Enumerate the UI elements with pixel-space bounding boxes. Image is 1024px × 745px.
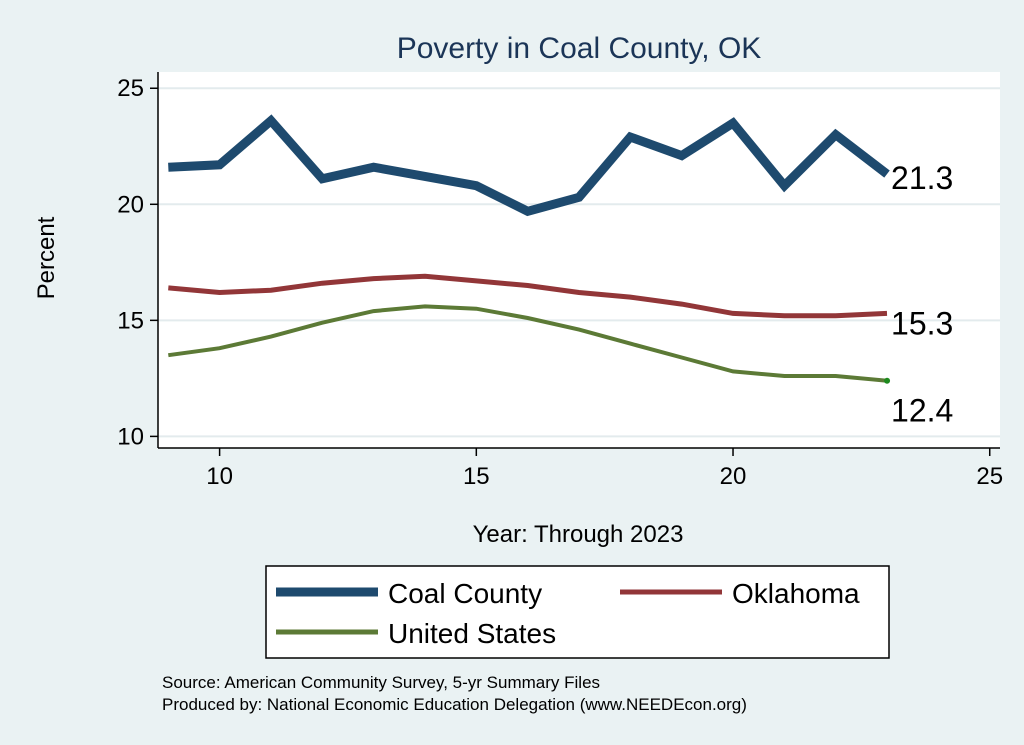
series-line-coal-county xyxy=(168,114,890,217)
legend-label-oklahoma: Oklahoma xyxy=(732,578,860,609)
produced-by-note: Produced by: National Economic Education… xyxy=(162,695,747,714)
series-line-united-states xyxy=(168,304,888,383)
y-axis-title: Percent xyxy=(33,216,60,299)
end-label-oklahoma: 15.3 xyxy=(891,305,953,341)
end-label-united-states: 12.4 xyxy=(891,393,953,429)
legend-label-united-states: United States xyxy=(388,618,556,649)
x-axis-title: Year: Through 2023 xyxy=(473,521,684,548)
legend-label-coal-county: Coal County xyxy=(388,578,542,609)
x-tick-label-15: 15 xyxy=(463,463,490,490)
series-end-marker-united-states xyxy=(884,377,891,384)
y-tick-label-25: 25 xyxy=(117,75,144,102)
legend: Coal County Oklahoma United States xyxy=(265,565,890,659)
y-tick-label-20: 20 xyxy=(117,191,144,218)
y-tick-label-10: 10 xyxy=(117,423,144,450)
plot-area xyxy=(158,72,1000,448)
end-label-coal-county: 21.3 xyxy=(891,160,953,196)
source-note: Source: American Community Survey, 5-yr … xyxy=(162,673,600,692)
series-layer xyxy=(168,114,891,384)
legend-box xyxy=(265,565,890,659)
end-labels: 21.3 15.3 12.4 xyxy=(891,160,953,429)
axes xyxy=(157,72,1000,449)
x-tick-label-25: 25 xyxy=(976,463,1003,490)
gridlines xyxy=(158,87,1000,438)
ticks: 10 15 20 25 10 15 20 25 xyxy=(117,75,1003,490)
x-tick-label-20: 20 xyxy=(720,463,747,490)
series-line-oklahoma xyxy=(168,273,888,319)
x-tick-label-10: 10 xyxy=(206,463,233,490)
chart-title: Poverty in Coal County, OK xyxy=(397,32,762,65)
y-tick-label-15: 15 xyxy=(117,307,144,334)
